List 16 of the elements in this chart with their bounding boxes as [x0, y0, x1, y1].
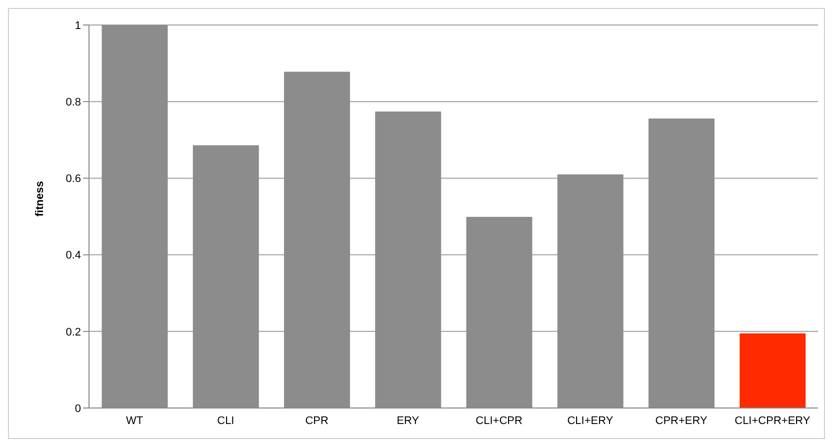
x-tick-label: CPR+ERY — [655, 414, 708, 427]
x-tick-label: CPR — [305, 414, 328, 427]
x-tick-label: CLI+CPR+ERY — [734, 414, 811, 427]
y-tick-label: 0 — [74, 402, 81, 415]
y-tick-label: 0.2 — [66, 326, 81, 338]
x-tick-label: CLI+ERY — [567, 414, 614, 427]
x-tick-label: ERY — [396, 414, 420, 427]
bar — [740, 333, 806, 408]
y-tick-label: 0.6 — [66, 173, 81, 186]
y-tick-label: 0.8 — [66, 96, 81, 109]
x-tick-label: WT — [126, 414, 144, 427]
x-tick-label: CLI — [217, 414, 234, 427]
x-tick-label: CLI+CPR — [476, 414, 522, 427]
y-tick-label: 1 — [74, 20, 81, 32]
y-tick-label: 0.4 — [66, 250, 81, 262]
y-axis-title: fitness — [34, 181, 46, 216]
